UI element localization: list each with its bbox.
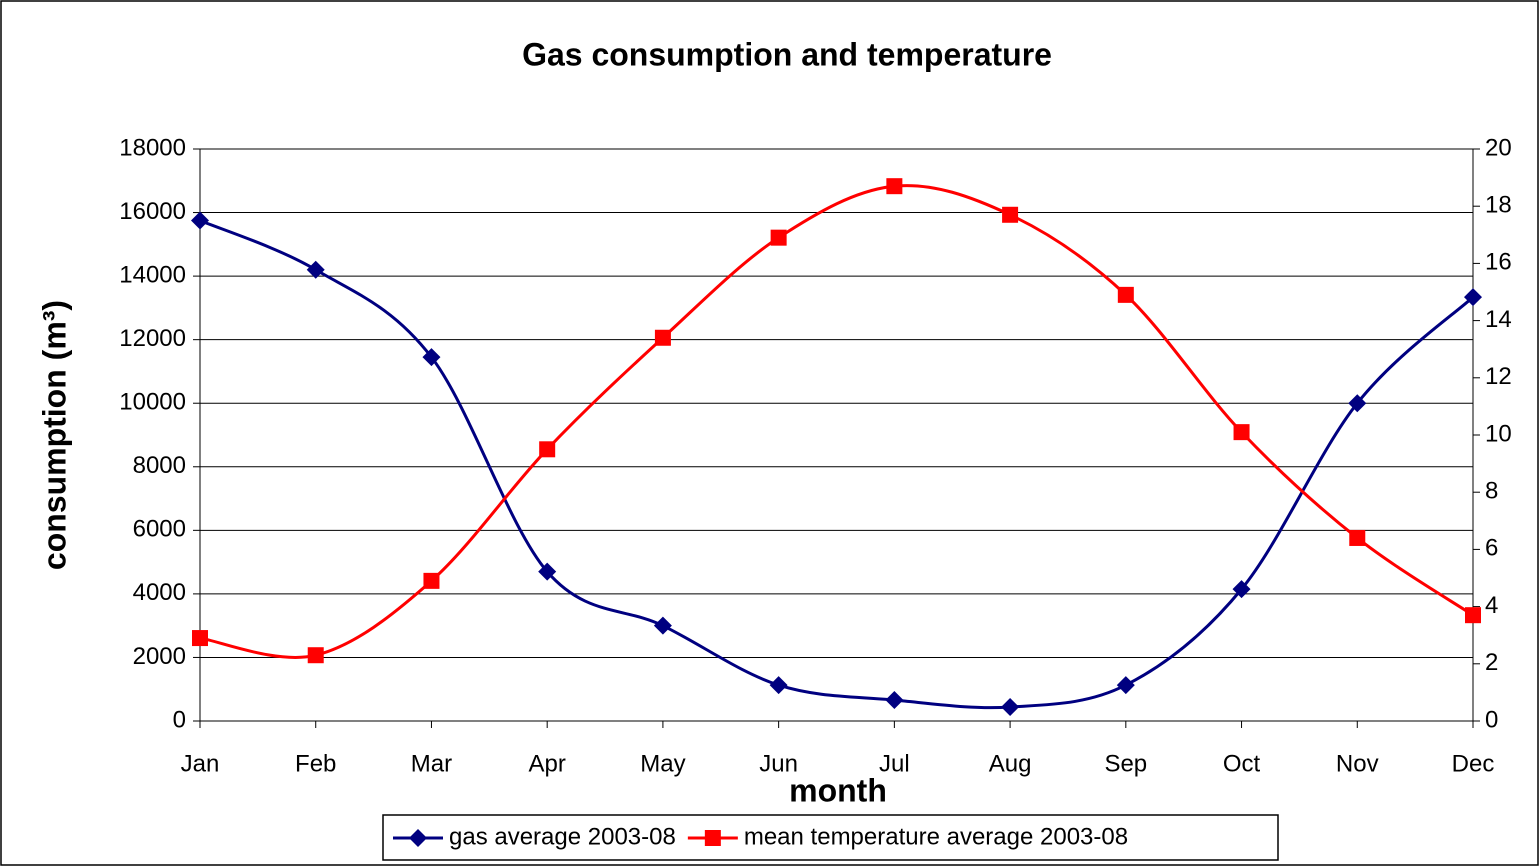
- y-tick-label: 2000: [133, 643, 186, 670]
- legend-label: gas average 2003-08: [449, 823, 676, 850]
- data-point: [770, 229, 787, 246]
- x-tick-label: Nov: [1336, 750, 1379, 777]
- plot-area: [199, 148, 1474, 722]
- data-point: [539, 441, 556, 458]
- legend-marker: [409, 829, 427, 847]
- data-point: [423, 572, 440, 589]
- x-tick-label: Mar: [411, 750, 452, 777]
- x-tick-label: May: [640, 750, 685, 777]
- y2-tick-label: 18: [1485, 192, 1512, 219]
- y-tick-label: 6000: [133, 516, 186, 543]
- data-point: [422, 348, 441, 367]
- x-tick-label: Feb: [295, 750, 336, 777]
- y-tick-label: 18000: [119, 134, 186, 161]
- data-point: [1232, 580, 1251, 599]
- x-tick-label: Oct: [1223, 750, 1261, 777]
- y-tick-label: 12000: [119, 325, 186, 352]
- y-tick-label: 0: [173, 706, 186, 733]
- data-point: [1349, 529, 1366, 546]
- data-point: [1348, 394, 1367, 413]
- y2-tick-label: 12: [1485, 363, 1512, 390]
- data-point: [1464, 288, 1482, 307]
- data-point: [1001, 698, 1020, 717]
- y-tick-label: 14000: [119, 261, 186, 288]
- y2-tick-label: 20: [1485, 134, 1512, 161]
- legend-marker: [704, 830, 721, 846]
- x-tick-label: Aug: [989, 750, 1032, 777]
- y2-tick-label: 8: [1485, 478, 1498, 505]
- x-tick-label: Apr: [529, 750, 566, 777]
- y2-tick-label: 14: [1485, 306, 1512, 333]
- y2-tick-label: 10: [1485, 420, 1512, 447]
- x-tick-label: Jan: [181, 750, 220, 777]
- y2-tick-label: 2: [1485, 649, 1498, 676]
- y2-tick-label: 4: [1485, 592, 1498, 619]
- data-point: [192, 630, 208, 647]
- y2-tick-label: 16: [1485, 249, 1512, 276]
- data-point: [307, 647, 324, 664]
- y2-tick-label: 0: [1485, 706, 1498, 733]
- data-point: [886, 178, 903, 195]
- x-axis-title: month: [789, 772, 887, 808]
- data-point: [1465, 607, 1481, 624]
- x-tick-label: Jun: [759, 750, 798, 777]
- data-point: [653, 616, 672, 635]
- data-point: [769, 676, 788, 695]
- data-point: [306, 260, 325, 279]
- chart-title: Gas consumption and temperature: [522, 36, 1052, 72]
- y-tick-label: 4000: [133, 579, 186, 606]
- data-point: [191, 211, 209, 230]
- y-tick-label: 8000: [133, 452, 186, 479]
- y-tick-label: 16000: [119, 198, 186, 225]
- data-point: [538, 562, 557, 581]
- x-tick-label: Jul: [879, 750, 910, 777]
- data-point: [1117, 286, 1134, 303]
- legend-box: [382, 814, 1279, 861]
- y2-tick-label: 6: [1485, 535, 1498, 562]
- data-point: [885, 691, 904, 710]
- data-point: [1233, 424, 1250, 441]
- data-point: [654, 329, 671, 346]
- x-tick-label: Dec: [1452, 750, 1495, 777]
- y-tick-label: 10000: [119, 389, 186, 416]
- y-axis-title: consumption (m³): [36, 300, 72, 570]
- data-point: [1116, 676, 1135, 695]
- data-point: [1002, 206, 1019, 223]
- series-line: [199, 219, 1475, 710]
- legend-label: mean temperature average 2003-08: [744, 823, 1128, 850]
- x-tick-label: Sep: [1104, 750, 1147, 777]
